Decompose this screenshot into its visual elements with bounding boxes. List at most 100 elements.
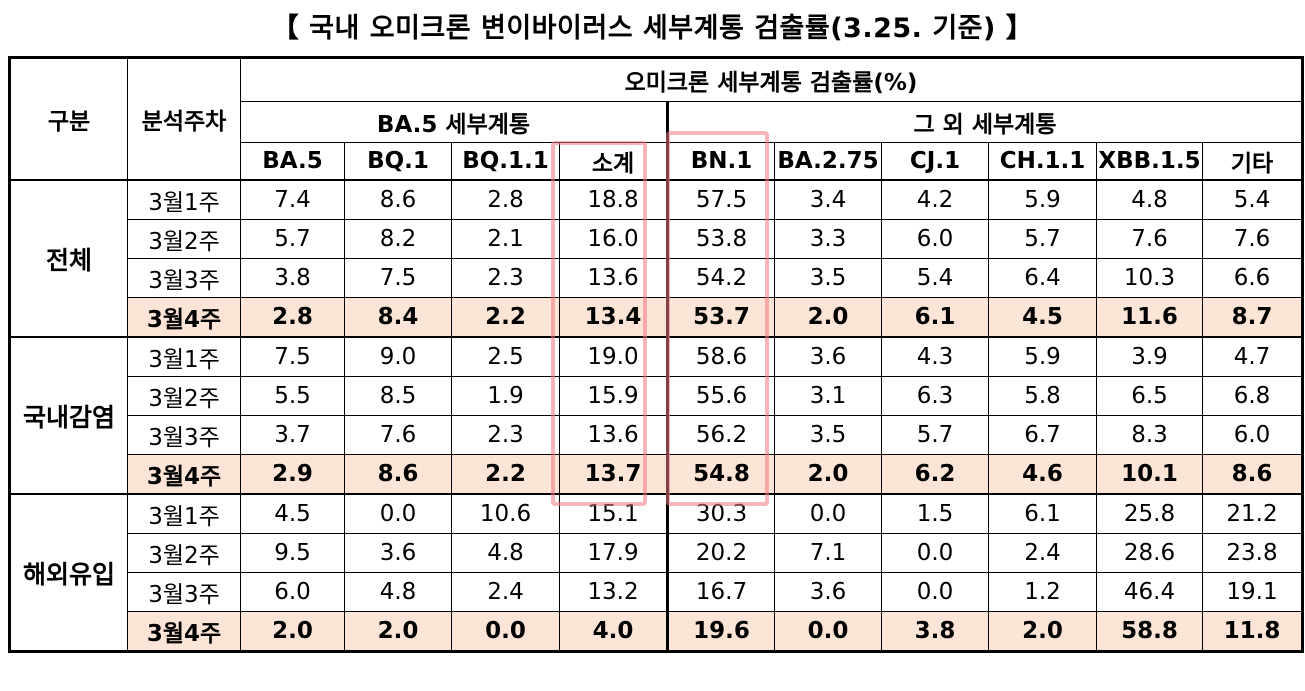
value-cell: 19.6 [667,611,775,652]
value-cell: 53.8 [667,219,775,259]
value-cell: 8.5 [344,376,452,416]
value-cell: 3.8 [881,611,989,652]
value-cell: 4.8 [1096,179,1203,220]
value-cell: 7.6 [344,415,452,455]
header-other-group: 그 외 세부계통 [667,101,1303,143]
value-cell: 6.4 [988,258,1097,298]
value-cell: 6.0 [240,572,345,612]
value-cell: 0.0 [881,572,989,612]
value-cell: 9.5 [240,533,345,573]
table-title: 【 국내 오미크론 변이바이러스 세부계통 검출률(3.25. 기준) 】 [271,13,1034,44]
omicron-subvariant-table: 구분 분석주차 오미크론 세부계통 검출률(%) BA.5 세부계통 그 외 세… [8,56,1304,653]
value-cell: 7.6 [1202,219,1303,259]
value-cell: 15.1 [559,493,669,534]
value-cell: 5.7 [988,219,1097,259]
value-cell: 5.7 [240,219,345,259]
value-cell: 4.8 [451,533,560,573]
table-row: 국내감염 3월1주 7.5 9.0 2.5 19.0 58.6 3.6 4.3 5.9 3.9 4.7 [9,336,1303,495]
value-cell: 6.7 [988,415,1097,455]
value-cell: 23.8 [1202,533,1303,573]
value-cell: 46.4 [1096,572,1203,612]
week-label: 3월2주 [127,376,241,416]
table-row: 전체 3월1주 7.4 8.6 2.8 18.8 57.5 3.4 4.2 5.9 4.8 5.4 [9,179,1303,338]
value-cell: 6.1 [988,493,1097,534]
value-cell: 3.5 [774,258,882,298]
value-cell: 20.2 [667,533,775,573]
value-cell: 3.7 [240,415,345,455]
value-cell: 10.6 [451,493,560,534]
value-cell: 58.6 [667,336,775,377]
table-row: 해외유입 3월1주 4.5 0.0 10.6 15.1 30.3 0.0 1.5 6.1 25.8 2… [9,493,1303,652]
value-cell: 5.9 [988,336,1097,377]
value-cell: 15.9 [559,376,669,416]
value-cell: 2.0 [240,611,345,652]
value-cell: 0.0 [881,533,989,573]
value-cell: 2.2 [451,454,560,495]
column-header-1: BQ.1 [344,142,452,181]
week-label: 3월4주 [127,297,241,338]
value-cell: 11.6 [1096,297,1203,338]
value-cell: 3.9 [1096,336,1203,377]
value-cell: 2.8 [240,297,345,338]
value-cell: 25.8 [1096,493,1203,534]
value-cell: 13.6 [559,415,669,455]
value-cell: 54.8 [667,454,775,495]
table-row: 3월2주 5.5 8.5 1.9 15.9 55.6 3.1 6.3 5.8 6.5 6.8 [10,376,1303,416]
value-cell: 58.8 [1096,611,1203,652]
column-header-4: BN.1 [667,142,775,181]
table-row: 3월2주 5.7 8.2 2.1 16.0 53.8 3.3 6.0 5.7 7.6 7.6 [10,219,1303,259]
value-cell: 4.3 [881,336,989,377]
value-cell: 30.3 [667,493,775,534]
week-label: 3월3주 [127,258,241,298]
value-cell: 3.6 [344,533,452,573]
value-cell: 3.8 [240,258,345,298]
column-header-2: BQ.1.1 [451,142,560,181]
table-row: 3월3주 3.8 7.5 2.3 13.6 54.2 3.5 5.4 6.4 10.3 6.6 [10,258,1303,298]
value-cell: 4.6 [988,454,1097,495]
value-cell: 7.4 [240,179,345,220]
table-row: 3월3주 3.7 7.6 2.3 13.6 56.2 3.5 5.7 6.7 8.3 6.0 [10,415,1303,455]
value-cell: 8.7 [1202,297,1303,338]
value-cell: 5.9 [988,179,1097,220]
week-label: 3월2주 [127,219,241,259]
table-row: 3월3주 6.0 4.8 2.4 13.2 16.7 3.6 0.0 1.2 46.4 19.1 [10,572,1303,612]
value-cell: 21.2 [1202,493,1303,534]
value-cell: 13.6 [559,258,669,298]
value-cell: 3.4 [774,179,882,220]
header-main: 오미크론 세부계통 검출률(%) [240,57,1303,102]
value-cell: 5.7 [881,415,989,455]
value-cell: 7.6 [1096,219,1203,259]
table-row: 3월2주 9.5 3.6 4.8 17.9 20.2 7.1 0.0 2.4 28.6 23.8 [10,533,1303,573]
value-cell: 11.8 [1202,611,1303,652]
value-cell: 8.3 [1096,415,1203,455]
value-cell: 16.7 [667,572,775,612]
value-cell: 2.8 [451,179,560,220]
value-cell: 28.6 [1096,533,1203,573]
value-cell: 2.0 [774,454,882,495]
table-row: 3월4주 2.8 8.4 2.2 13.4 53.7 2.0 6.1 4.5 11.6 8.7 [10,297,1303,338]
value-cell: 3.6 [774,336,882,377]
value-cell: 2.1 [451,219,560,259]
value-cell: 7.1 [774,533,882,573]
value-cell: 2.0 [988,611,1097,652]
value-cell: 7.5 [240,336,345,377]
table-row: 3월4주 2.9 8.6 2.2 13.7 54.8 2.0 6.2 4.6 10.1 8.6 [10,454,1303,495]
value-cell: 0.0 [451,611,560,652]
value-cell: 6.2 [881,454,989,495]
value-cell: 4.0 [559,611,669,652]
group-label: 해외유입 [9,493,128,652]
value-cell: 2.3 [451,415,560,455]
value-cell: 2.0 [774,297,882,338]
week-label: 3월1주 [127,493,241,534]
value-cell: 4.2 [881,179,989,220]
value-cell: 6.6 [1202,258,1303,298]
value-cell: 5.8 [988,376,1097,416]
value-cell: 56.2 [667,415,775,455]
value-cell: 17.9 [559,533,669,573]
value-cell: 6.1 [881,297,989,338]
week-label: 3월1주 [127,179,241,220]
value-cell: 8.4 [344,297,452,338]
week-label: 3월4주 [127,454,241,495]
value-cell: 6.5 [1096,376,1203,416]
value-cell: 13.4 [559,297,669,338]
